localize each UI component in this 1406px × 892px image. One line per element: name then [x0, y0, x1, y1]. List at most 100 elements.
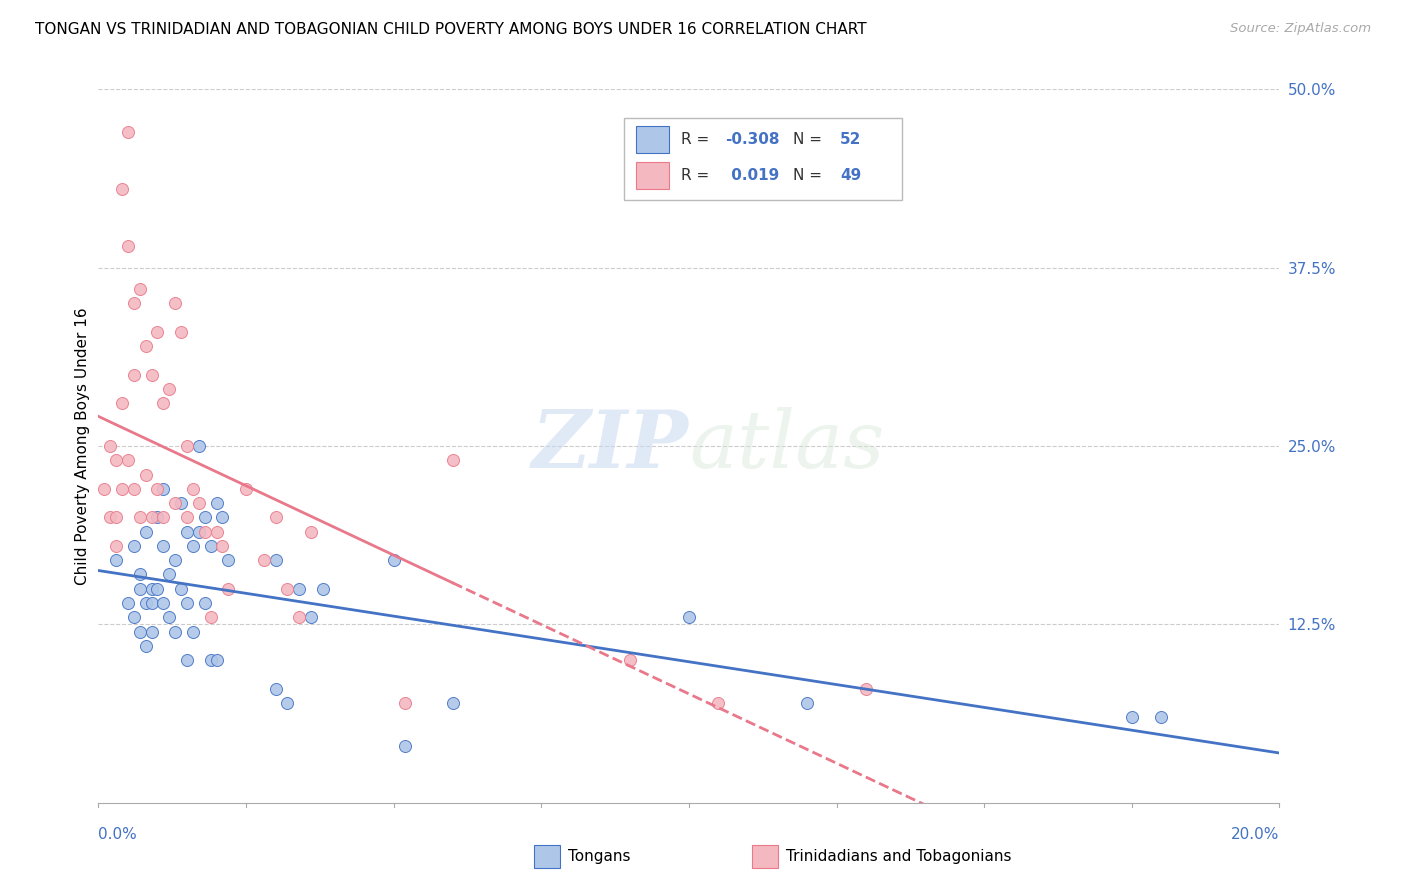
Point — [200, 653, 222, 667]
Point — [211, 510, 233, 524]
Point — [276, 696, 298, 710]
Point — [288, 610, 311, 624]
Point — [122, 368, 145, 382]
Point — [796, 696, 818, 710]
Point — [135, 524, 157, 539]
Point — [181, 624, 204, 639]
Point — [170, 496, 193, 510]
Point — [205, 524, 228, 539]
Point — [176, 524, 198, 539]
Text: atlas: atlas — [689, 408, 884, 484]
Point — [394, 739, 416, 753]
Point — [707, 696, 730, 710]
Point — [176, 653, 198, 667]
Point — [128, 510, 150, 524]
Point — [152, 396, 174, 410]
Point — [211, 539, 233, 553]
Point — [98, 510, 121, 524]
Point — [152, 482, 174, 496]
Point — [122, 539, 145, 553]
Point — [98, 439, 121, 453]
Point — [176, 596, 198, 610]
Point — [165, 624, 187, 639]
Point — [152, 596, 174, 610]
Point — [187, 439, 209, 453]
Text: 52: 52 — [841, 132, 862, 147]
Point — [176, 439, 198, 453]
Point — [128, 282, 150, 296]
Point — [187, 496, 209, 510]
Point — [394, 696, 416, 710]
Bar — [624, 118, 901, 200]
Text: Source: ZipAtlas.com: Source: ZipAtlas.com — [1230, 22, 1371, 36]
Point — [146, 510, 169, 524]
Point — [205, 653, 228, 667]
Point — [181, 539, 204, 553]
Point — [105, 553, 128, 567]
Point — [200, 610, 222, 624]
Point — [276, 582, 298, 596]
Text: TONGAN VS TRINIDADIAN AND TOBAGONIAN CHILD POVERTY AMONG BOYS UNDER 16 CORRELATI: TONGAN VS TRINIDADIAN AND TOBAGONIAN CHI… — [35, 22, 866, 37]
Point — [678, 610, 700, 624]
Point — [1150, 710, 1173, 724]
Point — [141, 596, 163, 610]
Point — [105, 453, 128, 467]
Point — [441, 696, 464, 710]
Point — [200, 539, 222, 553]
Point — [135, 639, 157, 653]
Point — [165, 296, 187, 310]
Text: N =: N = — [793, 168, 827, 183]
Text: Trinidadians and Tobagonians: Trinidadians and Tobagonians — [786, 849, 1011, 863]
Point — [299, 610, 322, 624]
Point — [135, 339, 157, 353]
Point — [187, 524, 209, 539]
Point — [157, 610, 180, 624]
Point — [157, 567, 180, 582]
Text: 0.019: 0.019 — [725, 168, 779, 183]
Point — [122, 296, 145, 310]
Text: 20.0%: 20.0% — [1232, 827, 1279, 841]
Point — [117, 453, 139, 467]
Text: N =: N = — [793, 132, 827, 147]
Point — [217, 553, 239, 567]
Text: 0.0%: 0.0% — [98, 827, 138, 841]
Point — [152, 510, 174, 524]
Text: 49: 49 — [841, 168, 862, 183]
Point — [128, 567, 150, 582]
Point — [264, 553, 287, 567]
Point — [117, 239, 139, 253]
Text: Tongans: Tongans — [568, 849, 630, 863]
Point — [117, 125, 139, 139]
Point — [111, 396, 134, 410]
Point — [141, 582, 163, 596]
Point — [253, 553, 276, 567]
Point — [1121, 710, 1143, 724]
Point — [170, 325, 193, 339]
Point — [217, 582, 239, 596]
Point — [299, 524, 322, 539]
Point — [264, 510, 287, 524]
Point — [157, 382, 180, 396]
Y-axis label: Child Poverty Among Boys Under 16: Child Poverty Among Boys Under 16 — [75, 307, 90, 585]
Point — [235, 482, 257, 496]
Point — [165, 496, 187, 510]
Point — [122, 610, 145, 624]
Bar — [636, 127, 669, 153]
Text: R =: R = — [681, 132, 714, 147]
Point — [194, 596, 217, 610]
Point — [205, 496, 228, 510]
Point — [105, 510, 128, 524]
Point — [441, 453, 464, 467]
Point — [105, 539, 128, 553]
Point — [141, 510, 163, 524]
Point — [194, 524, 217, 539]
Point — [619, 653, 641, 667]
Text: -0.308: -0.308 — [725, 132, 780, 147]
Point — [288, 582, 311, 596]
Point — [135, 596, 157, 610]
Point — [194, 510, 217, 524]
Point — [181, 482, 204, 496]
Point — [117, 596, 139, 610]
Point — [176, 510, 198, 524]
Point — [264, 681, 287, 696]
